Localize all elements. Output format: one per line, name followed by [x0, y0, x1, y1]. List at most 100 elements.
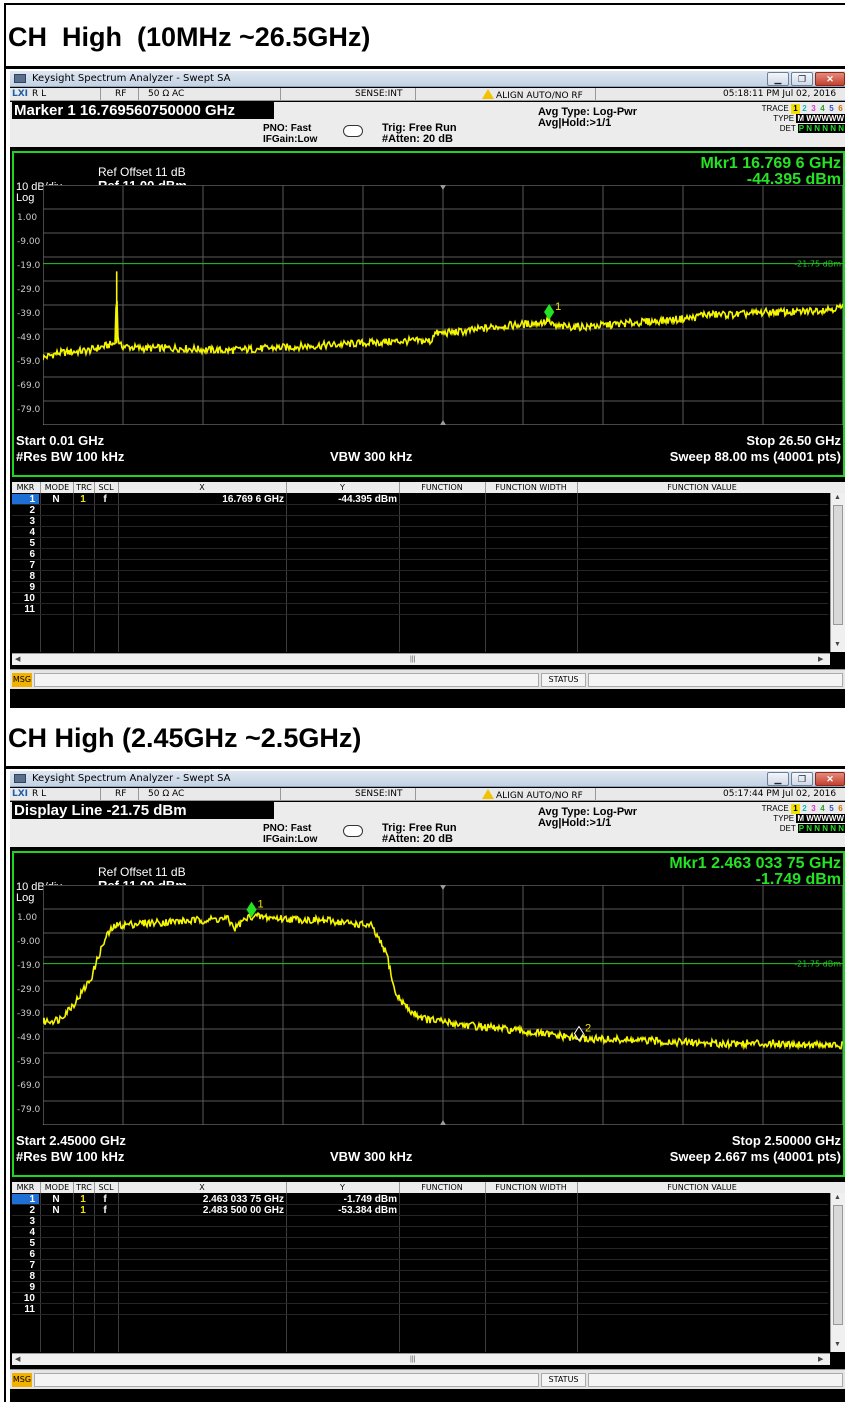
vbw: VBW 300 kHz — [330, 1149, 413, 1164]
y-tick: -29.0 — [17, 985, 41, 995]
cell-mkr: 4 — [29, 1227, 35, 1238]
active-function[interactable]: Marker 1 16.769560750000 GHz — [12, 102, 274, 119]
res-bw: #Res BW 100 kHz — [16, 1149, 125, 1164]
table-row[interactable]: 2 N 1 f 2.483 500 00 GHz -53.384 dBm — [12, 1205, 828, 1216]
datetime: 05:18:11 PM Jul 02, 2016 — [723, 89, 837, 99]
trig-setting: Trig: Free Run — [382, 822, 457, 834]
graph-panel[interactable]: Mkr1 16.769 6 GHz -44.395 dBm Ref Offset… — [12, 151, 845, 477]
table-row[interactable]: 4 — [12, 1227, 828, 1238]
atten-setting: #Atten: 20 dB — [382, 833, 453, 845]
marker-readout-amp: -44.395 dBm — [746, 171, 841, 188]
message-bar: MSG STATUS — [10, 1369, 845, 1389]
status-button[interactable]: STATUS — [541, 1373, 586, 1387]
app-icon — [14, 74, 26, 83]
y-tick: -69.0 — [17, 381, 41, 391]
table-row[interactable]: 9 — [12, 582, 828, 593]
heading-rule-1 — [4, 66, 845, 69]
table-row[interactable]: 10 — [12, 1293, 828, 1304]
table-row[interactable]: 6 — [12, 549, 828, 560]
table-row[interactable]: 8 — [12, 571, 828, 582]
marker-label: 1 — [258, 899, 264, 911]
table-row[interactable]: 8 — [12, 1271, 828, 1282]
table-row[interactable]: 5 — [12, 538, 828, 549]
minimize-button[interactable]: ▁ — [767, 772, 789, 786]
marker-table: MKR MODE TRC SCL X Y FUNCTION FUNCTION W… — [12, 1182, 845, 1365]
active-function[interactable]: Display Line -21.75 dBm — [12, 802, 274, 819]
table-vertical-scrollbar[interactable]: ▲ ▼ — [830, 493, 845, 652]
table-row[interactable]: 4 — [12, 527, 828, 538]
y-tick: -69.0 — [17, 1081, 41, 1091]
sense-indicator: SENSE:INT — [355, 789, 403, 799]
cell-mkr: 4 — [29, 527, 35, 538]
cell-mkr: 1 — [12, 1194, 39, 1205]
table-row[interactable]: 3 — [12, 1216, 828, 1227]
info-band: Display Line -21.75 dBm PNO: Fast IFGain… — [10, 802, 845, 847]
rf-indicator: RF — [115, 789, 127, 799]
trig-setting: Trig: Free Run — [382, 122, 457, 134]
avg-type: Avg Type: Log-Pwr — [538, 806, 637, 818]
table-row[interactable]: 7 — [12, 560, 828, 571]
ref-offset: Ref Offset 11 dB — [98, 165, 186, 179]
atten-setting: #Atten: 20 dB — [382, 133, 453, 145]
table-row[interactable]: 7 — [12, 1260, 828, 1271]
maximize-button[interactable]: ❐ — [791, 72, 813, 86]
window-titlebar: Keysight Spectrum Analyzer - Swept SA ▁ … — [10, 771, 845, 787]
table-row[interactable]: 9 — [12, 1282, 828, 1293]
cell-mkr: 3 — [29, 1216, 35, 1227]
graph-panel[interactable]: Mkr1 2.463 033 75 GHz -1.749 dBm Ref Off… — [12, 851, 845, 1177]
table-row[interactable]: 11 — [12, 1304, 828, 1315]
spectrum-plot[interactable]: -21.75 dBm 1 2 — [43, 885, 843, 1125]
pno-setting: PNO: Fast — [263, 823, 312, 834]
center-bottom-icon — [440, 420, 446, 425]
table-horizontal-scrollbar[interactable]: ◀ ||| ▶ — [12, 1353, 830, 1365]
table-row[interactable]: 2 — [12, 505, 828, 516]
table-row[interactable]: 11 — [12, 604, 828, 615]
table-row[interactable]: 3 — [12, 516, 828, 527]
ref-offset: Ref Offset 11 dB — [98, 865, 186, 879]
table-row[interactable]: 1 N 1 f 16.769 6 GHz -44.395 dBm — [12, 494, 828, 505]
table-row[interactable]: 10 — [12, 593, 828, 604]
cell-x: 2.483 500 00 GHz — [202, 1205, 284, 1216]
page-frame — [4, 3, 845, 1402]
table-horizontal-scrollbar[interactable]: ◀ ||| ▶ — [12, 653, 830, 665]
message-bar: MSG STATUS — [10, 669, 845, 689]
res-bw: #Res BW 100 kHz — [16, 449, 125, 464]
spectrum-plot[interactable]: -21.75 dBm 1 — [43, 185, 843, 425]
cell-mkr: 7 — [29, 1260, 35, 1271]
keysight-logo-icon: LXI — [12, 89, 29, 99]
table-row[interactable]: 5 — [12, 1238, 828, 1249]
table-vertical-scrollbar[interactable]: ▲ ▼ — [830, 1193, 845, 1352]
impedance-indicator: 50 Ω AC — [148, 89, 185, 99]
close-button[interactable]: ✕ — [815, 772, 845, 786]
y-tick: -79.0 — [17, 405, 41, 415]
avg-type: Avg Type: Log-Pwr — [538, 106, 637, 118]
cell-y: -44.395 dBm — [338, 494, 397, 505]
close-button[interactable]: ✕ — [815, 72, 845, 86]
y-tick: -49.0 — [17, 1033, 41, 1043]
trace-line — [43, 271, 843, 361]
table-row[interactable]: 6 — [12, 1249, 828, 1260]
minimize-button[interactable]: ▁ — [767, 72, 789, 86]
table-header: MKR MODE TRC SCL X Y FUNCTION FUNCTION W… — [12, 1182, 845, 1193]
y-tick: -49.0 — [17, 333, 41, 343]
table-row[interactable]: 1 N 1 f 2.463 033 75 GHz -1.749 dBm — [12, 1194, 828, 1205]
ifgain-setting: IFGain:Low — [263, 834, 318, 845]
marker-label: 1 — [555, 301, 561, 313]
cell-x: 2.463 033 75 GHz — [202, 1194, 284, 1205]
datetime: 05:17:44 PM Jul 02, 2016 — [723, 789, 837, 799]
status-button[interactable]: STATUS — [541, 673, 586, 687]
cell-x: 16.769 6 GHz — [222, 494, 284, 505]
analyzer-window-2: Keysight Spectrum Analyzer - Swept SA ▁ … — [10, 771, 845, 1402]
status-field — [588, 1373, 843, 1387]
stop-freq: Stop 2.50000 GHz — [731, 1133, 841, 1148]
message-field — [34, 1373, 539, 1387]
marker-readout-amp: -1.749 dBm — [755, 871, 841, 888]
cell-mkr: 5 — [29, 1238, 35, 1249]
maximize-button[interactable]: ❐ — [791, 772, 813, 786]
message-field — [34, 673, 539, 687]
marker-diamond-icon — [544, 304, 555, 320]
table-header: MKR MODE TRC SCL X Y FUNCTION FUNCTION W… — [12, 482, 845, 493]
cell-mkr: 1 — [12, 494, 39, 505]
